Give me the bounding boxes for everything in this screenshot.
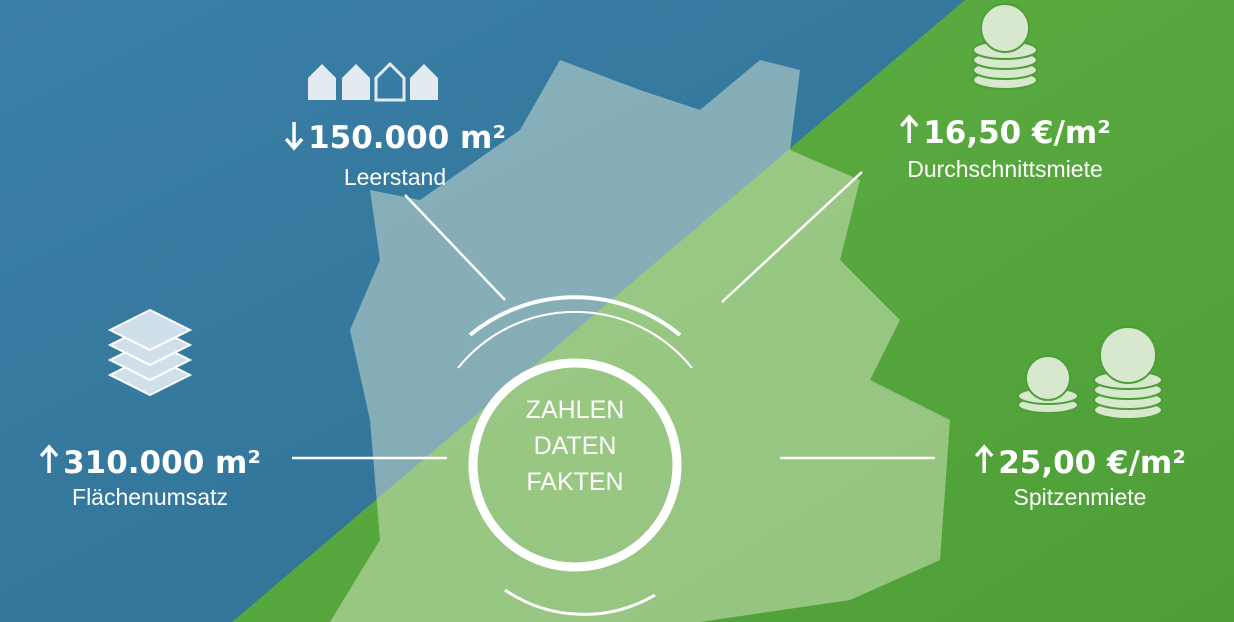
trend-arrow bbox=[899, 114, 919, 143]
map-shape bbox=[330, 60, 950, 622]
stat-value: 150.000 m² bbox=[308, 120, 506, 156]
houses-icon bbox=[308, 61, 438, 102]
ring-arc bbox=[504, 588, 656, 616]
coins-icon bbox=[1017, 326, 1163, 420]
stat-label: Leerstand bbox=[344, 164, 446, 190]
trend-arrow bbox=[39, 444, 59, 473]
ring-arc bbox=[468, 295, 682, 337]
stat-value: 310.000 m² bbox=[63, 445, 261, 481]
stat-value: 16,50 €/m² bbox=[923, 115, 1111, 151]
connector bbox=[721, 171, 863, 303]
center-ring bbox=[468, 358, 682, 572]
stat-label: Spitzenmiete bbox=[1014, 484, 1147, 510]
stat-value: 25,00 €/m² bbox=[998, 445, 1186, 481]
center-text: DATEN bbox=[534, 432, 617, 460]
center-text: FAKTEN bbox=[526, 468, 623, 496]
ring-arc bbox=[457, 310, 693, 369]
stat-label: Flächenumsatz bbox=[72, 484, 228, 510]
coins-icon bbox=[972, 3, 1038, 90]
trend-arrow bbox=[974, 444, 994, 473]
connector bbox=[404, 194, 506, 301]
layers-icon bbox=[107, 308, 193, 397]
stat-label: Durchschnittsmiete bbox=[907, 156, 1103, 182]
trend-arrow bbox=[284, 122, 304, 151]
center-text: ZAHLEN bbox=[526, 396, 625, 424]
